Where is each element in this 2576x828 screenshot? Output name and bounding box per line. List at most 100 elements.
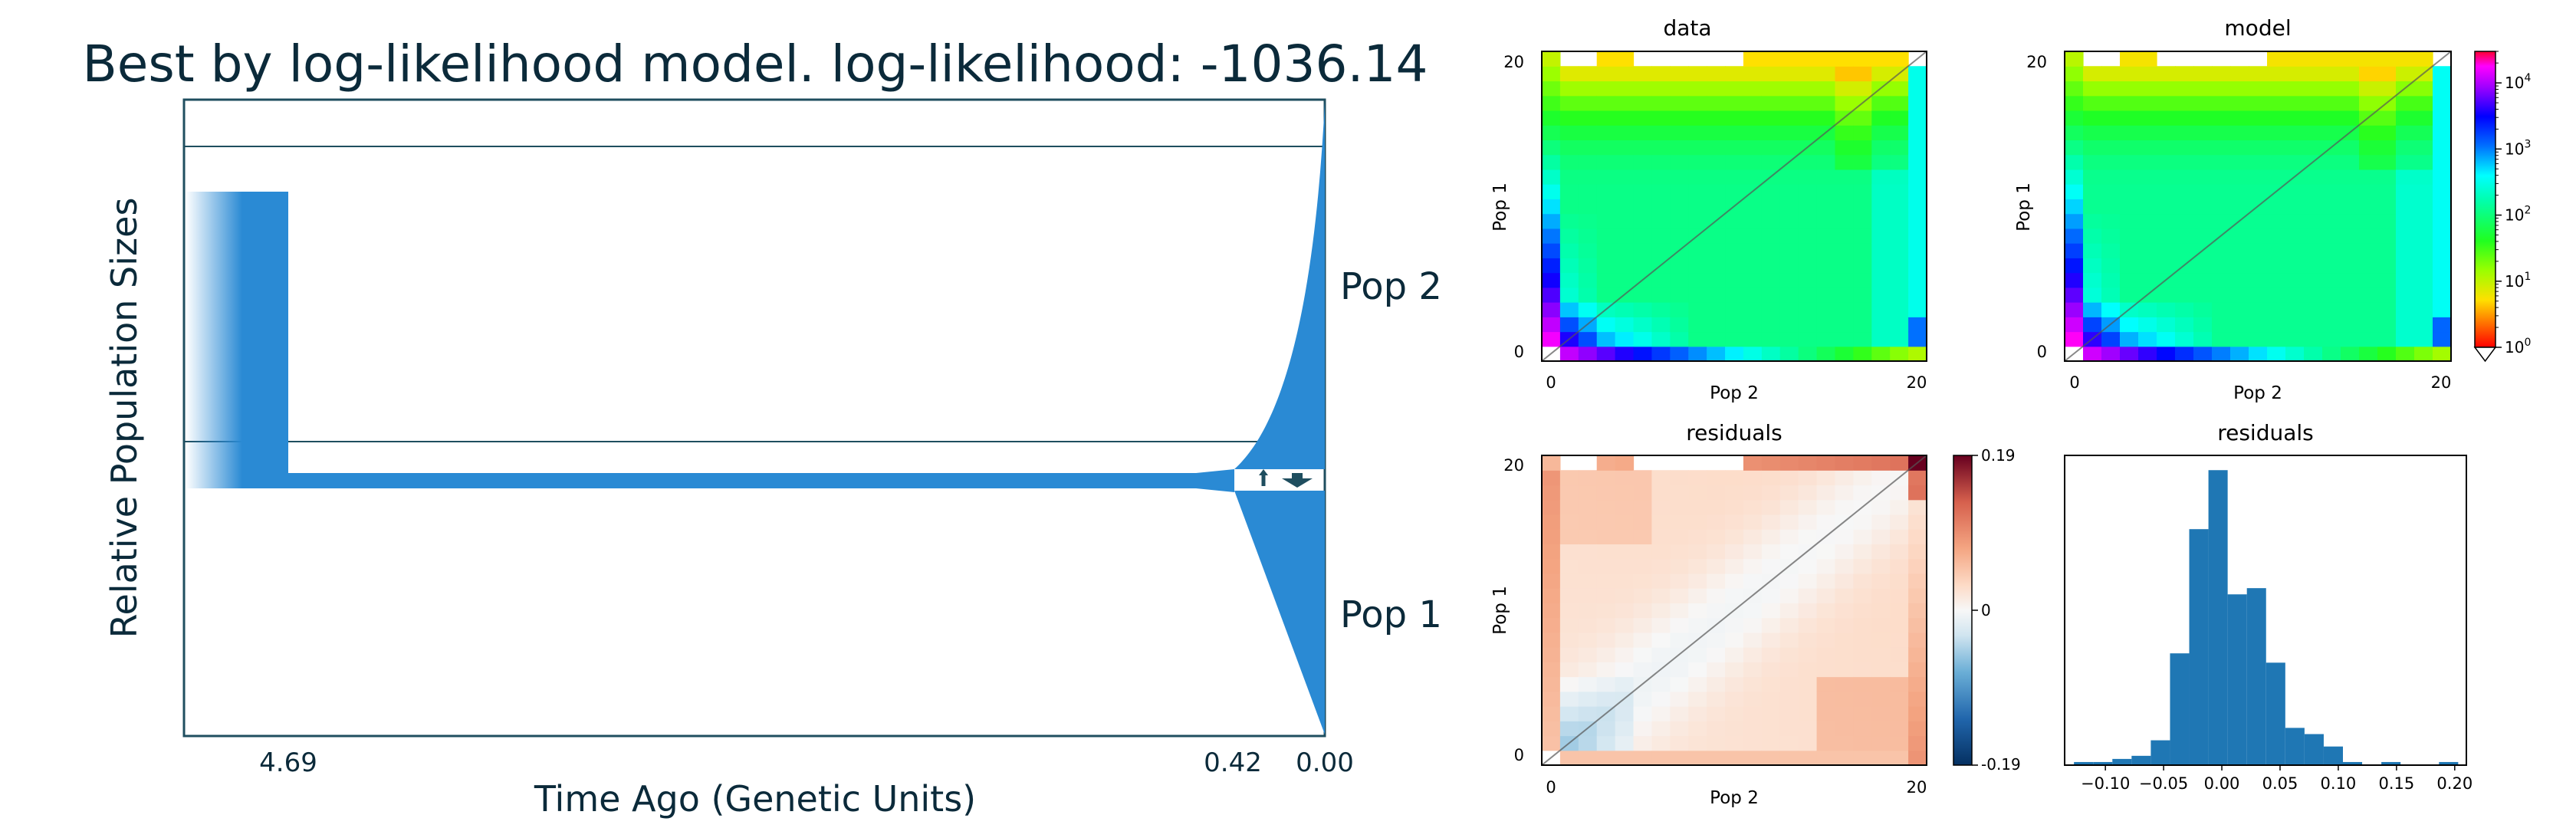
heatmap-cell <box>1853 125 1872 141</box>
heatmap-cell <box>1688 499 1707 515</box>
heatmap-cell <box>1707 258 1726 274</box>
heatmap-cell <box>1816 258 1836 274</box>
heatmap-cell <box>1578 647 1598 662</box>
heatmap-cell <box>1670 676 1689 692</box>
heatmap-cell <box>2359 287 2378 303</box>
heatmap-cell <box>1688 706 1707 721</box>
heatmap-cell <box>1578 735 1598 751</box>
heatmap-cell <box>1670 169 1689 185</box>
heatmap-cell <box>1670 499 1689 515</box>
heatmap-cell <box>1743 573 1763 589</box>
heatmap-cell <box>1688 258 1707 274</box>
heatmap-cell <box>1688 66 1707 82</box>
heatmap-cell <box>1908 184 1927 199</box>
heatmap-cell <box>1707 331 1726 347</box>
heatmap-cell <box>2138 140 2157 156</box>
heatmap-cell <box>1578 125 1598 141</box>
heatmap-cell <box>2304 125 2323 141</box>
heatmap-cell <box>2175 80 2194 97</box>
heatmap-cell <box>2359 95 2378 111</box>
heatmap-cell <box>1890 558 1909 574</box>
heatmap-cell <box>1596 66 1616 82</box>
heatmap-cell <box>1596 573 1616 589</box>
heatmap-cell <box>2157 80 2176 97</box>
heatmap-cell <box>1835 258 1854 274</box>
heatmap-cell <box>1670 691 1689 707</box>
heatmap-cell <box>2193 302 2213 317</box>
heatmap-cell <box>1559 199 1579 215</box>
heatmap-cell <box>1578 287 1598 303</box>
heatmap-cell <box>1633 499 1653 515</box>
heatmap-cell <box>1651 603 1671 619</box>
heatmap-cell <box>1835 154 1854 170</box>
heatmap-cell <box>2230 125 2249 141</box>
heatmap-cell <box>1835 588 1854 603</box>
heatmap-cell <box>1615 706 1635 721</box>
heatmap-cell <box>2083 346 2102 362</box>
heatmap-cell <box>1835 558 1854 574</box>
heatmap-cell <box>2230 154 2249 170</box>
heatmap-cell <box>1596 317 1616 333</box>
heatmap-cell <box>1596 110 1616 126</box>
heatmap-cell <box>1816 317 1836 333</box>
heatmap-cell <box>1725 706 1744 721</box>
heatmap-cell <box>2175 184 2194 199</box>
heatmap-cell <box>1761 51 1781 67</box>
residuals-colorbar-label-top: 0.19 <box>1981 446 2016 465</box>
heatmap-cell <box>1816 169 1836 185</box>
heatmap-cell <box>1725 140 1744 156</box>
heatmap-cell <box>1835 287 1854 303</box>
heatmap-cell <box>1743 662 1763 678</box>
heatmap-cell <box>2433 154 2452 170</box>
heatmap-cell <box>1871 125 1891 141</box>
heatmap-cell <box>2175 199 2194 215</box>
heatmap-cell <box>1596 184 1616 199</box>
heatmap-cell <box>2285 80 2305 97</box>
heatmap-model-title: model <box>2224 15 2291 41</box>
heatmap-cell <box>2304 243 2323 258</box>
heatmap-cell <box>1871 499 1891 515</box>
heatmap-cell <box>2175 302 2194 317</box>
heatmap-cell <box>1798 287 1818 303</box>
heatmap-cell <box>2083 199 2102 215</box>
colorbar-tick-label: 104 <box>2505 72 2531 92</box>
histogram-bar <box>2343 761 2363 765</box>
heatmap-cell <box>1835 169 1854 185</box>
heatmap-cell <box>2341 51 2360 67</box>
heatmap-cell <box>1688 213 1707 229</box>
heatmap-cell <box>1633 603 1653 619</box>
heatmap-cell <box>1779 662 1799 678</box>
colorbar-tick-label: 102 <box>2505 205 2531 225</box>
heatmap-cell <box>1761 588 1781 603</box>
heatmap-cell <box>1743 470 1763 486</box>
heatmap-cell <box>1578 558 1598 574</box>
heatmap-cell <box>1670 125 1689 141</box>
heatmap-cell <box>1542 647 1561 662</box>
heatmap-cell <box>2175 213 2194 229</box>
heatmap-cell <box>2359 228 2378 244</box>
heatmap-cell <box>1633 470 1653 486</box>
heatmap-cell <box>2101 213 2121 229</box>
heatmap-cell <box>2322 213 2341 229</box>
heatmap-cell <box>1835 750 1854 766</box>
heatmap-cell <box>2083 154 2102 170</box>
heatmap-cell <box>1798 529 1818 545</box>
heatmap-cell <box>1761 125 1781 141</box>
heatmap-cell <box>1559 287 1579 303</box>
heatmap-cell <box>1835 721 1854 737</box>
heatmap-cell <box>2193 317 2213 333</box>
heatmap-cell <box>2304 51 2323 67</box>
heatmap-cell <box>1596 258 1616 274</box>
heatmap-cell <box>1743 485 1763 501</box>
heatmap-cell <box>2193 184 2213 199</box>
heatmap-cell <box>1670 317 1689 333</box>
heatmap-cell <box>1871 169 1891 185</box>
heatmap-cell <box>1707 544 1726 560</box>
heatmap-cell <box>1542 617 1561 633</box>
heatmap-cell <box>1578 676 1598 692</box>
heatmap-cell <box>2433 258 2452 274</box>
heatmap-cell <box>1559 110 1579 126</box>
heatmap-cell <box>2083 80 2102 97</box>
heatmap-cell <box>2212 95 2231 111</box>
heatmap-cell <box>1707 750 1726 766</box>
